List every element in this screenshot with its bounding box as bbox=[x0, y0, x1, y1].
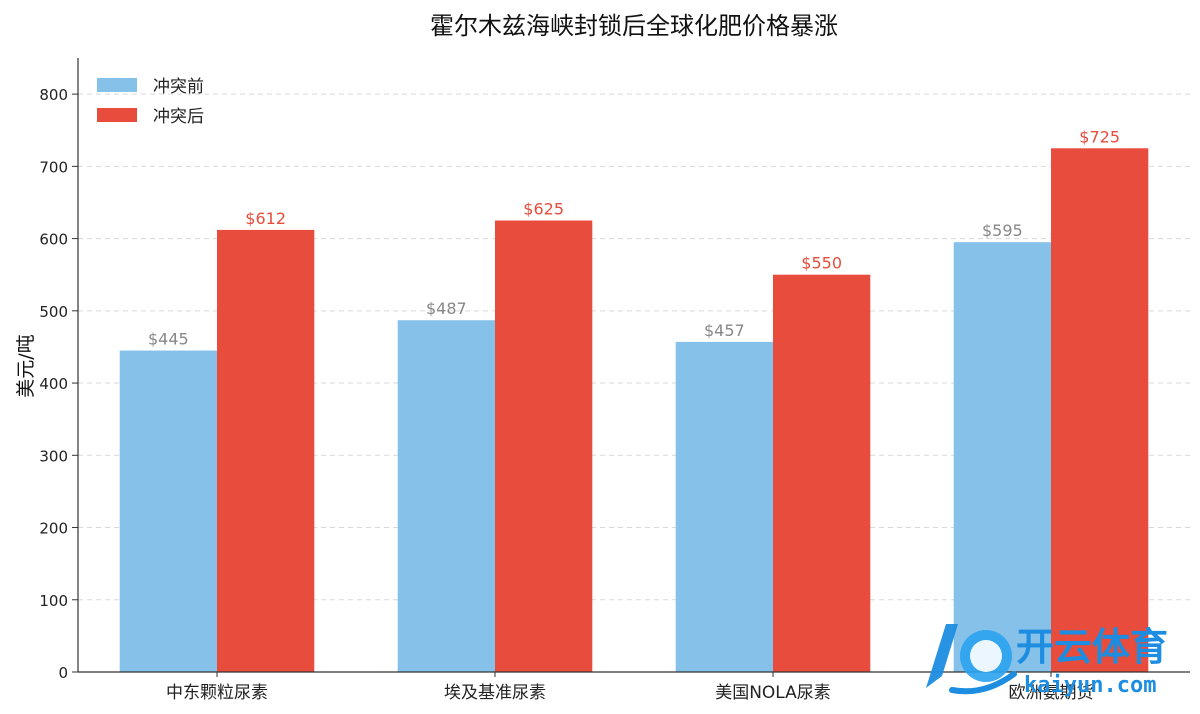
watermark-emblem-icon bbox=[926, 624, 1017, 695]
bar bbox=[675, 341, 773, 672]
bar-value-label: $725 bbox=[1079, 127, 1120, 146]
bars bbox=[119, 148, 1149, 673]
legend-label: 冲突后 bbox=[153, 107, 204, 127]
bar-value-labels: $445 $612 $487 $625 $457 $550 $595 $725 bbox=[148, 127, 1120, 348]
y-tick-labels: 0 100 200 300 400 500 600 700 800 bbox=[39, 86, 78, 682]
bar bbox=[953, 242, 1051, 672]
bar bbox=[773, 274, 871, 672]
y-tick-label: 800 bbox=[39, 86, 68, 104]
bar bbox=[119, 350, 217, 672]
watermark-brand: 开云体育 bbox=[1016, 625, 1168, 669]
legend-swatch bbox=[97, 108, 137, 122]
y-tick-label: 700 bbox=[39, 158, 68, 176]
y-tick-label: 0 bbox=[58, 664, 68, 682]
y-tick-label: 200 bbox=[39, 520, 68, 538]
y-tick-label: 400 bbox=[39, 375, 68, 393]
bar bbox=[397, 320, 495, 672]
bar-value-label: $445 bbox=[148, 330, 189, 349]
watermark-logo: 开云体育 kaiyun.com bbox=[926, 624, 1168, 698]
watermark-url: kaiyun.com bbox=[1024, 673, 1156, 698]
y-axis-label: 美元/吨 bbox=[15, 334, 37, 397]
x-tick-labels: 中东颗粒尿素 埃及基准尿素 美国NOLA尿素 欧洲氨期货 bbox=[166, 672, 1094, 703]
x-tick-label: 埃及基准尿素 bbox=[444, 683, 546, 703]
x-tick-label: 美国NOLA尿素 bbox=[715, 683, 831, 703]
y-tick-label: 600 bbox=[39, 231, 68, 249]
bar-value-label: $612 bbox=[245, 209, 286, 228]
bar-value-label: $595 bbox=[982, 221, 1023, 240]
x-tick-label: 欧洲氨期货 bbox=[1009, 683, 1094, 703]
bar-value-label: $457 bbox=[704, 321, 745, 340]
legend-label: 冲突前 bbox=[153, 77, 204, 97]
bar-value-label: $487 bbox=[426, 299, 467, 318]
bar bbox=[217, 229, 315, 673]
bar-value-label: $625 bbox=[523, 200, 564, 219]
bar-value-label: $550 bbox=[801, 254, 842, 273]
y-tick-label: 500 bbox=[39, 303, 68, 321]
y-tick-label: 300 bbox=[39, 447, 68, 465]
chart-title: 霍尔木兹海峡封锁后全球化肥价格暴涨 bbox=[430, 12, 838, 40]
legend-swatch bbox=[97, 78, 137, 92]
bar bbox=[1051, 148, 1149, 672]
bar bbox=[495, 220, 593, 672]
y-tick-label: 100 bbox=[39, 592, 68, 610]
x-tick-label: 中东颗粒尿素 bbox=[166, 683, 268, 703]
